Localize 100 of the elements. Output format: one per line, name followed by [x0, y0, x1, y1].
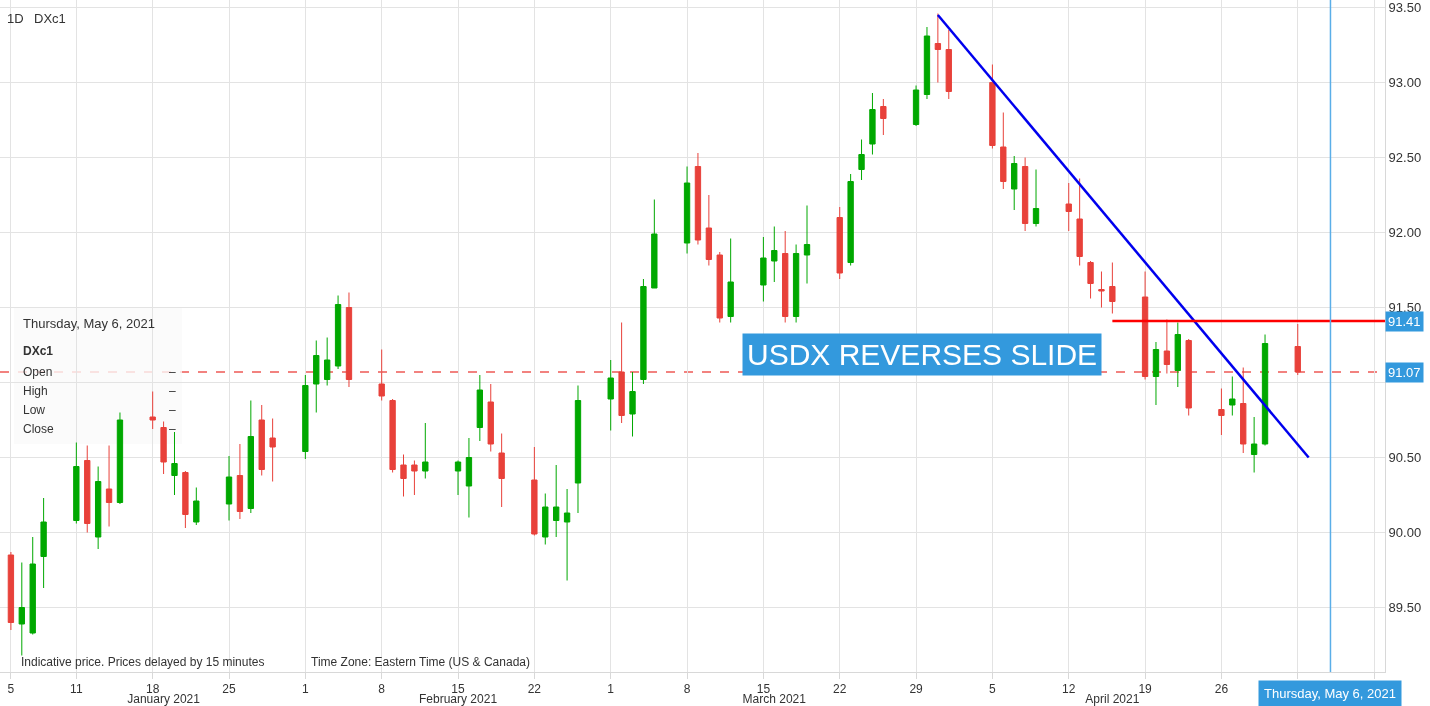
x-tick-label: 1	[607, 682, 615, 697]
candlestick	[73, 442, 80, 524]
candlestick	[705, 194, 713, 266]
candlestick	[760, 236, 767, 302]
candlestick	[1109, 262, 1116, 314]
ref-line-label: 91.07	[1388, 365, 1421, 380]
candlestick	[160, 421, 167, 475]
candlestick	[694, 152, 702, 245]
x-tick-label: 1	[302, 682, 310, 697]
candlestick	[651, 199, 658, 289]
candlestick	[1261, 334, 1269, 446]
annotation: DXc1	[34, 11, 66, 26]
x-tick-label: 22	[527, 682, 542, 697]
candlestick	[18, 562, 25, 656]
candlestick	[1032, 169, 1040, 227]
candlestick	[531, 446, 538, 536]
candlestick	[553, 464, 560, 538]
candlestick	[411, 460, 418, 496]
candlestick	[803, 205, 811, 284]
candlestick	[640, 278, 647, 385]
candlestick	[302, 374, 309, 460]
x2-tick-label: March 2021	[742, 692, 807, 706]
candlestick	[989, 64, 996, 149]
x-tick-label: 5	[989, 682, 997, 697]
candlestick	[422, 422, 429, 479]
candlestick	[345, 292, 353, 388]
candlestick	[193, 487, 200, 526]
candlestick	[574, 385, 582, 514]
candlestick	[236, 443, 244, 520]
candlestick	[269, 418, 276, 482]
candlestick	[782, 230, 789, 323]
ref-line-label: Thursday, May 6, 2021	[1264, 686, 1396, 701]
x-tick-label: 26	[1214, 682, 1229, 697]
x-tick-label: 11	[70, 682, 83, 697]
annotation: USDX REVERSES SLIDE	[747, 338, 1098, 371]
candlestick	[792, 244, 800, 323]
annotation: Time Zone: Eastern Time (US & Canada)	[311, 655, 530, 669]
candlestick	[1000, 112, 1007, 190]
candlestick	[934, 13, 942, 83]
x-tick-label: 19	[1138, 682, 1153, 697]
candlestick	[607, 359, 614, 431]
candlestick	[378, 349, 385, 401]
candlestick	[1185, 338, 1192, 416]
y-tick-label: 90.00	[1388, 525, 1422, 541]
candlestick	[683, 166, 691, 254]
candlestick	[727, 238, 734, 323]
candlestick	[487, 383, 494, 452]
x-tick-label: 25	[222, 682, 237, 697]
annotation: –	[169, 403, 176, 417]
candlestick	[542, 493, 549, 545]
y-tick-label: 90.50	[1388, 450, 1422, 466]
candlestick	[171, 431, 178, 496]
candlestick	[1076, 178, 1083, 266]
y-tick-label: 92.50	[1388, 150, 1422, 166]
candlestick	[1087, 260, 1094, 299]
y-tick-label: 91.50	[1388, 300, 1422, 316]
annotation: Low	[23, 403, 46, 417]
candlestick	[1250, 416, 1258, 473]
candlestick	[182, 470, 189, 529]
candlestick	[1021, 157, 1029, 232]
annotation: High	[23, 384, 48, 398]
candlestick	[1229, 376, 1236, 416]
data-label: 91.41	[1388, 314, 1421, 329]
candlestick	[247, 400, 254, 514]
annotation: 1D	[7, 11, 24, 26]
candlestick	[389, 398, 396, 473]
candlestick	[771, 226, 778, 283]
candlestick	[1011, 155, 1018, 211]
candlestick	[1218, 388, 1225, 436]
annotation: DXc1	[23, 344, 54, 358]
candlestick	[465, 437, 473, 518]
x2-tick-label: April 2021	[1085, 692, 1140, 706]
candlestick	[880, 98, 887, 136]
candlestick	[629, 371, 636, 437]
annotation: –	[169, 384, 176, 398]
candlestick	[94, 466, 102, 550]
x-tick-label: 29	[909, 682, 924, 697]
x-tick-label: 12	[1062, 682, 1076, 697]
candlestick	[1098, 271, 1105, 308]
candlestick	[29, 536, 36, 635]
candlestick	[1174, 322, 1181, 388]
candlestick	[40, 497, 47, 589]
candlestick	[869, 92, 876, 155]
candlestick	[912, 85, 920, 127]
candlestick	[836, 206, 843, 280]
candlestick	[116, 412, 124, 505]
candlestick	[105, 445, 113, 527]
y-tick-label: 93.50	[1388, 0, 1422, 16]
candlestick	[1152, 341, 1160, 406]
candlestick	[313, 340, 320, 413]
candlestick	[923, 26, 931, 100]
x-tick-label: 5	[7, 682, 15, 697]
annotation: –	[169, 365, 176, 379]
y-tick-label: 92.00	[1388, 225, 1422, 241]
x-tick-label: 8	[378, 682, 386, 697]
annotation: –	[169, 422, 176, 436]
candlestick	[1163, 319, 1171, 374]
annotation: Open	[23, 365, 53, 379]
annotation: Thursday, May 6, 2021	[23, 316, 155, 331]
candlestick	[563, 488, 571, 581]
